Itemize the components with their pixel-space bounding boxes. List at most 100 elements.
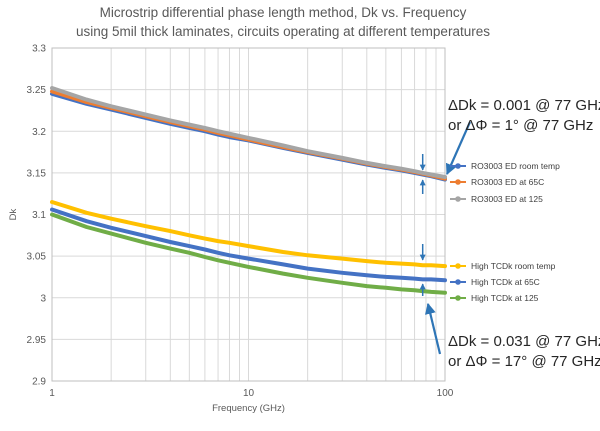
- data-point: [203, 126, 207, 130]
- x-tick-label: 100: [437, 388, 454, 399]
- data-point: [413, 169, 417, 173]
- data-point: [109, 226, 113, 230]
- data-point: [203, 247, 207, 252]
- y-tick-label: 3.2: [32, 127, 46, 138]
- data-point: [306, 267, 310, 271]
- data-point: [203, 255, 207, 259]
- x-axis-label: Frequency (GHz): [212, 403, 285, 414]
- data-point: [306, 149, 310, 153]
- data-point: [384, 261, 388, 265]
- data-point: [50, 212, 54, 217]
- data-point: [187, 244, 191, 248]
- x-tick-label: 1: [49, 388, 55, 399]
- data-point: [168, 118, 172, 122]
- data-point: [85, 219, 89, 223]
- legend-swatch-marker: [455, 163, 461, 169]
- data-point: [144, 224, 148, 228]
- data-point: [85, 98, 89, 102]
- annotation-text: or ΔΦ = 17° @ 77 GHz: [448, 353, 600, 370]
- legend-label: RO3003 ED at 125: [471, 194, 543, 204]
- data-point: [429, 263, 433, 267]
- annotation-text: or ΔΦ = 1° @ 77 GHz: [448, 117, 593, 134]
- legend-label: High TCDk at 65C: [471, 277, 540, 287]
- x-tick-label: 10: [243, 388, 255, 399]
- data-point: [246, 244, 251, 248]
- annotation-arrows: [419, 121, 472, 355]
- data-point: [85, 225, 89, 229]
- y-tick-label: 3.15: [27, 168, 47, 179]
- data-point: [443, 291, 447, 295]
- y-tick-label: 3.1: [32, 210, 46, 221]
- legend-swatch-marker: [455, 179, 461, 185]
- data-point: [109, 104, 113, 108]
- data-point: [421, 277, 425, 281]
- data-point: [85, 211, 89, 215]
- legend-label: High TCDk room temp: [471, 261, 556, 271]
- data-point: [365, 273, 369, 277]
- chart-axes: 2.9 2.95 3 3.05 3.1 3.15 3.2 3.25 3.3 1 10 100 Frequ…: [8, 44, 454, 415]
- callout-arrow-bottom: [424, 302, 442, 355]
- chart-legend: RO3003 ED room temp RO3003 ED at 65C RO300…: [450, 161, 560, 303]
- y-tick-label: 3.25: [27, 85, 47, 96]
- data-point: [306, 253, 310, 257]
- data-point: [109, 217, 113, 221]
- legend-swatch-marker: [455, 263, 461, 269]
- legend-label: High TCDk at 125: [471, 293, 539, 303]
- chart-title-line: using 5mil thick laminates, circuits ope…: [76, 24, 490, 39]
- y-tick-label: 3: [40, 293, 46, 304]
- data-point: [187, 233, 191, 237]
- data-point: [365, 284, 369, 288]
- series-line-5: [50, 212, 447, 295]
- legend-swatch-marker: [455, 279, 461, 285]
- data-point: [227, 261, 232, 265]
- data-point: [227, 132, 232, 136]
- data-point: [168, 240, 172, 244]
- data-point: [281, 262, 285, 266]
- legend-swatch-marker: [455, 196, 461, 202]
- data-point: [399, 287, 403, 291]
- data-point: [413, 277, 417, 281]
- data-point: [246, 257, 251, 261]
- legend-label: RO3003 ED room temp: [471, 161, 560, 171]
- data-point: [187, 251, 191, 255]
- y-axis-label: Dk: [8, 208, 19, 220]
- data-point: [144, 113, 148, 117]
- data-point: [281, 272, 285, 276]
- data-point: [50, 200, 54, 204]
- data-point: [168, 247, 172, 251]
- data-point: [384, 286, 388, 290]
- y-tick-label: 3.05: [27, 252, 47, 263]
- data-point: [340, 257, 344, 261]
- chart-title: Microstrip differential phase length met…: [76, 5, 490, 39]
- data-point: [50, 89, 54, 93]
- data-point: [399, 276, 403, 280]
- data-point: [187, 123, 191, 127]
- data-point: [340, 281, 344, 285]
- data-point: [443, 278, 447, 282]
- chart-annotations: ΔDk = 0.001 @ 77 GHz or ΔΦ = 1° @ 77 GHz Δ…: [448, 97, 600, 370]
- data-point: [227, 241, 232, 245]
- data-point: [281, 250, 285, 254]
- data-point: [340, 156, 344, 160]
- chart-series: [50, 86, 447, 295]
- data-point: [216, 251, 220, 255]
- data-point: [203, 237, 207, 241]
- data-point: [50, 86, 54, 90]
- annotation-text: ΔDk = 0.001 @ 77 GHz: [448, 97, 600, 114]
- annotation-text: ΔDk = 0.031 @ 77 GHz: [448, 333, 600, 350]
- data-point: [144, 234, 148, 238]
- data-point: [216, 258, 220, 262]
- data-point: [399, 262, 403, 266]
- data-point: [227, 253, 232, 257]
- data-point: [429, 277, 433, 281]
- data-point: [144, 241, 148, 245]
- data-point: [216, 239, 220, 243]
- data-point: [246, 265, 251, 269]
- series-line-4: [50, 207, 447, 283]
- data-point: [413, 262, 417, 266]
- data-point: [413, 288, 417, 292]
- legend-swatch-marker: [455, 295, 461, 301]
- data-point: [384, 275, 388, 279]
